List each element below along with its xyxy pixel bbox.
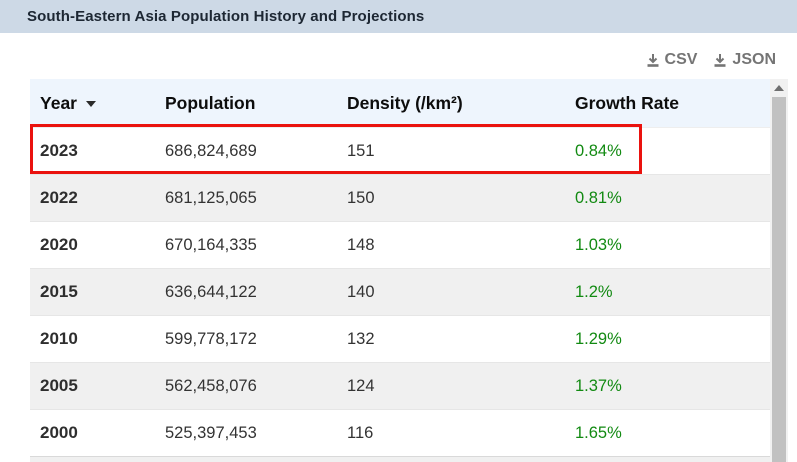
table-row: 2000 525,397,453 116 1.65% — [30, 409, 788, 456]
cell-growth-rate: 0.81% — [575, 188, 622, 207]
download-json-button[interactable]: JSON — [713, 51, 776, 69]
cell-population: 599,778,172 — [165, 329, 257, 348]
scroll-up-button[interactable] — [770, 79, 788, 96]
column-header-population[interactable]: Population — [165, 92, 256, 113]
cell-growth-rate: 1.03% — [575, 235, 622, 254]
cell-density: 132 — [347, 329, 375, 348]
column-header-year[interactable]: Year — [30, 93, 155, 114]
table-row: 2010 599,778,172 132 1.29% — [30, 315, 788, 362]
csv-label: CSV — [664, 51, 698, 68]
cell-growth-rate: 1.2% — [575, 282, 613, 301]
cell-year: 2005 — [40, 376, 78, 395]
table-row: 2015 636,644,122 140 1.2% — [30, 268, 788, 315]
cell-population: 670,164,335 — [165, 235, 257, 254]
cell-density: 116 — [347, 423, 374, 442]
cell-year: 2020 — [40, 235, 78, 254]
table-row: 2022 681,125,065 150 0.81% — [30, 174, 788, 221]
cell-year: 2010 — [40, 329, 78, 348]
widget-titlebar: South-Eastern Asia Population History an… — [0, 0, 797, 33]
cell-year: 2022 — [40, 188, 78, 207]
table-row: 2023 686,824,689 151 0.84% — [30, 127, 788, 174]
cell-population: 562,458,076 — [165, 376, 257, 395]
cell-growth-rate: 0.84% — [575, 141, 622, 160]
cell-population: 525,397,453 — [165, 423, 257, 442]
partial-next-row — [30, 456, 770, 462]
cell-density: 150 — [347, 188, 375, 207]
table-header-row: Year Population Density (/km²) Growth Ra… — [30, 79, 788, 127]
sort-desc-icon — [85, 100, 96, 107]
column-header-density[interactable]: Density (/km²) — [347, 92, 463, 113]
cell-density: 124 — [347, 376, 375, 395]
scrollbar-thumb[interactable] — [772, 97, 786, 462]
scroll-up-arrow-icon — [774, 84, 784, 91]
cell-population: 636,644,122 — [165, 282, 257, 301]
cell-growth-rate: 1.37% — [575, 376, 622, 395]
cell-population: 681,125,065 — [165, 188, 257, 207]
cell-year: 2023 — [40, 141, 78, 160]
download-icon — [714, 54, 726, 67]
download-csv-button[interactable]: CSV — [646, 51, 698, 69]
column-header-growth-rate[interactable]: Growth Rate — [575, 92, 680, 113]
page-title: South-Eastern Asia Population History an… — [27, 8, 425, 25]
cell-density: 140 — [347, 282, 375, 301]
vertical-scrollbar[interactable] — [770, 79, 788, 462]
cell-population: 686,824,689 — [165, 141, 257, 160]
export-toolbar: CSV JSON — [0, 33, 797, 79]
table-row: 2005 562,458,076 124 1.37% — [30, 362, 788, 409]
population-table: Year Population Density (/km²) Growth Ra… — [30, 79, 788, 462]
cell-growth-rate: 1.29% — [575, 329, 622, 348]
cell-year: 2000 — [40, 423, 78, 442]
table-body: 2023 686,824,689 151 0.84% 2022 681,125,… — [30, 127, 788, 456]
year-header-label: Year — [40, 92, 77, 113]
cell-density: 148 — [347, 235, 375, 254]
table-row: 2020 670,164,335 148 1.03% — [30, 221, 788, 268]
cell-growth-rate: 1.65% — [575, 423, 622, 442]
download-icon — [647, 54, 659, 67]
cell-density: 151 — [347, 141, 375, 160]
cell-year: 2015 — [40, 282, 78, 301]
json-label: JSON — [732, 51, 776, 68]
